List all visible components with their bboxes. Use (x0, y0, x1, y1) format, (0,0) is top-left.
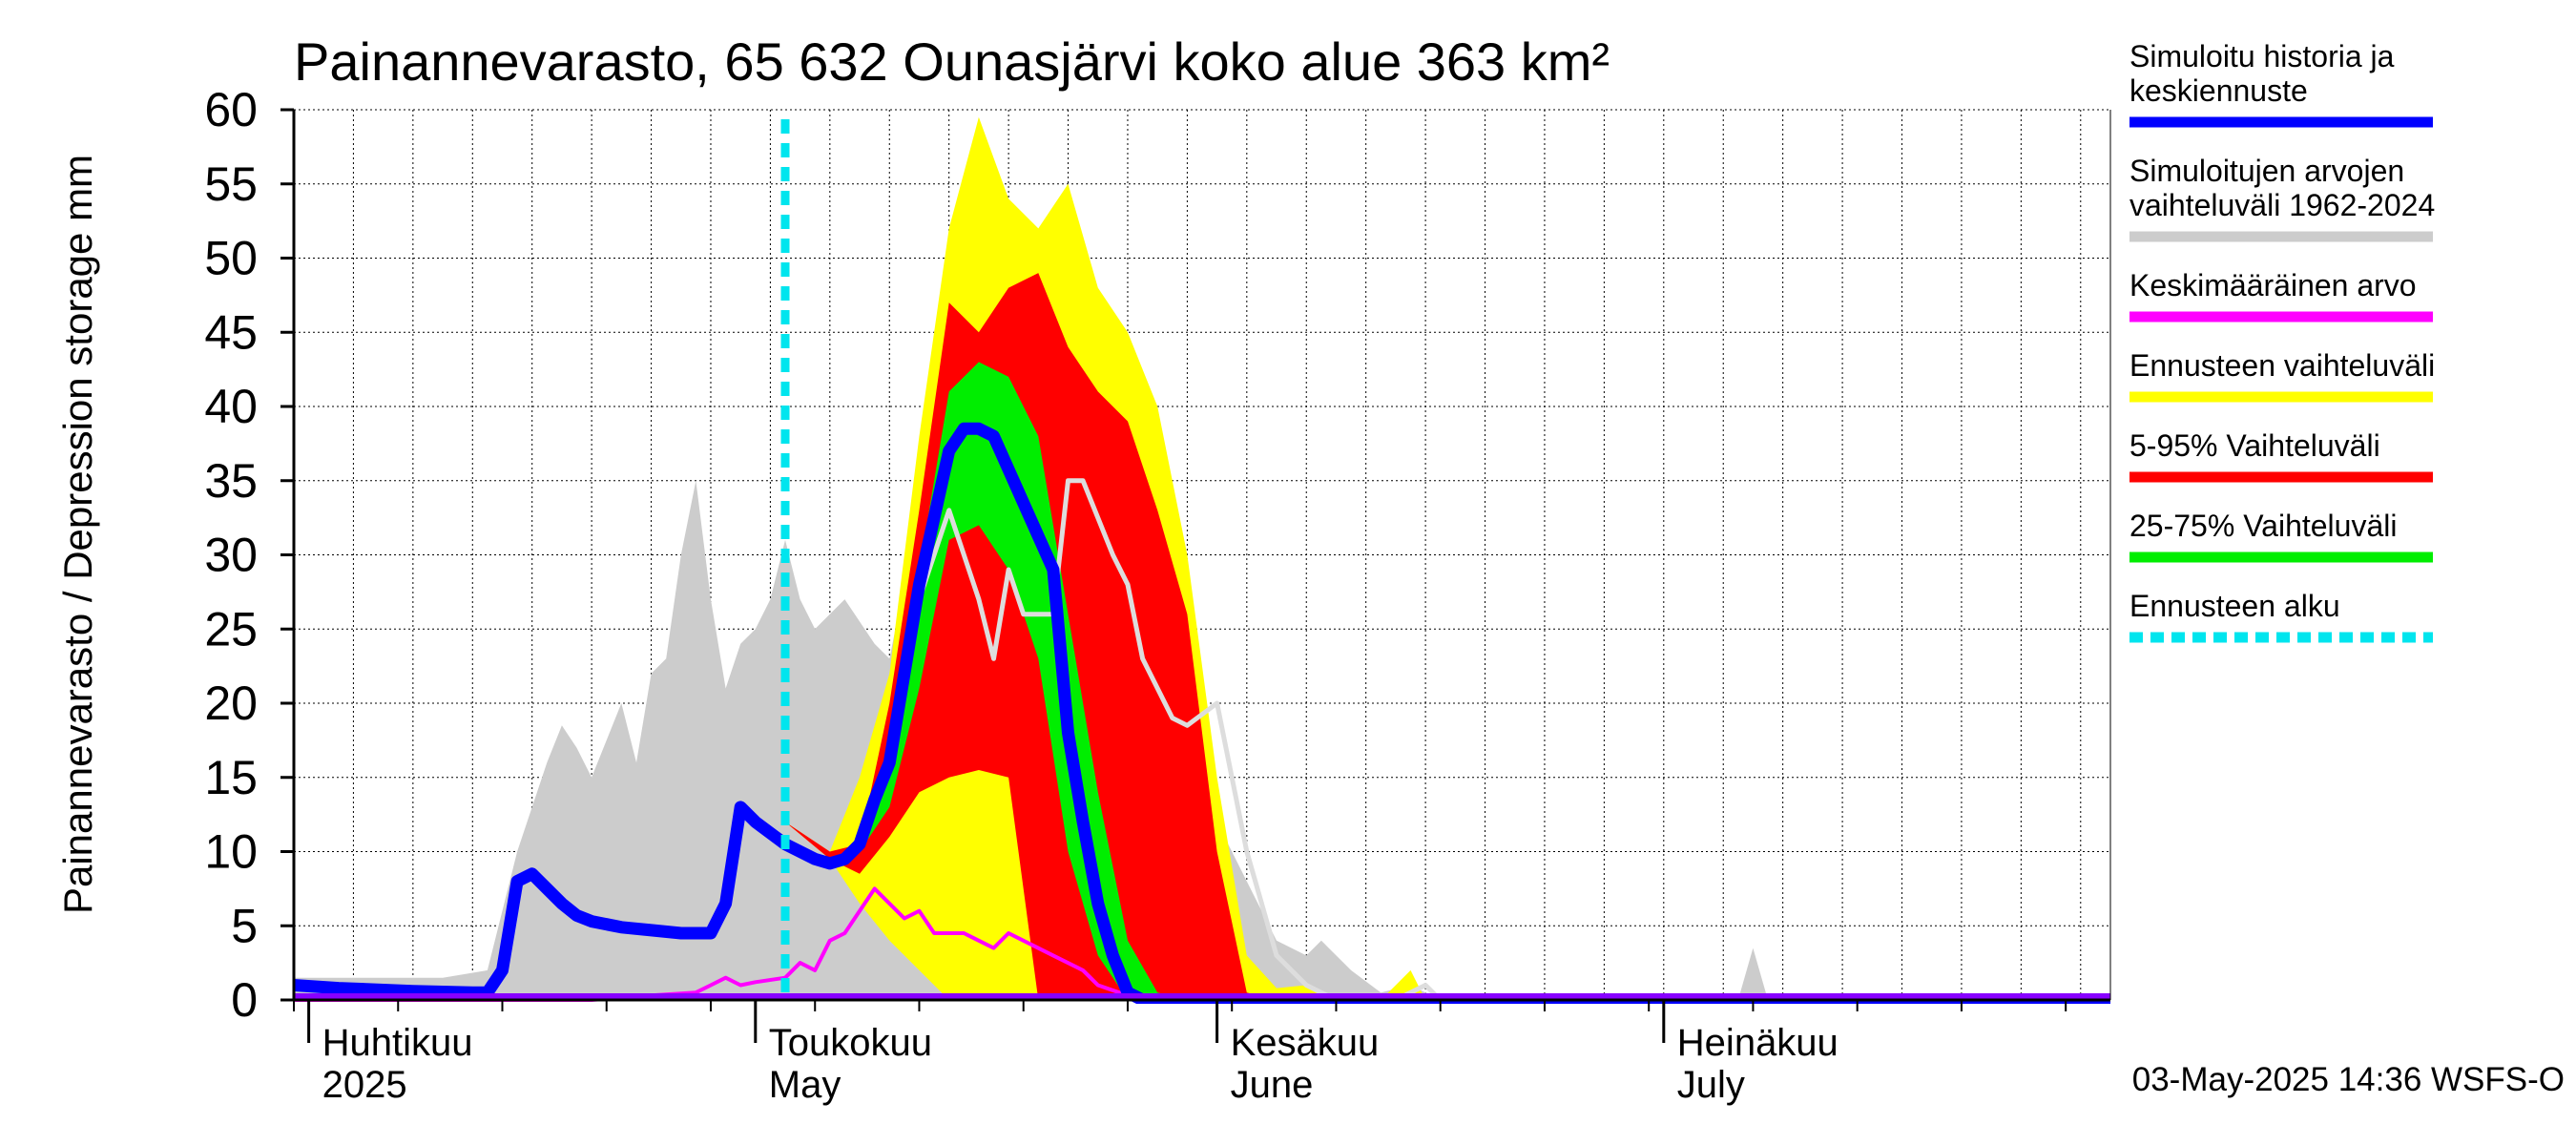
y-axis-label: Painannevarasto / Depression storage mm (55, 155, 100, 914)
y-tick-label: 35 (204, 454, 258, 508)
x-month-sublabel: 2025 (322, 1064, 407, 1106)
legend-label: Ennusteen vaihteluväli (2129, 348, 2435, 383)
x-month-sublabel: May (769, 1064, 841, 1106)
legend-label: vaihteluväli 1962-2024 (2129, 188, 2435, 222)
y-tick-label: 60 (204, 83, 258, 136)
line-simuloitu-historia-ja-keskiennuste (294, 422, 2110, 1004)
series-layer (294, 116, 2110, 1004)
y-tick-label: 0 (231, 973, 258, 1027)
legend: Simuloitu historia jakeskiennusteSimuloi… (2129, 39, 2435, 643)
x-month-label: Kesäkuu (1231, 1022, 1380, 1064)
chart-title: Painannevarasto, 65 632 Ounasjärvi koko … (294, 31, 1610, 92)
line-keskim-r-inen-arvo (294, 886, 2110, 1002)
y-tick-label: 20 (204, 677, 258, 730)
x-month-label: Huhtikuu (322, 1022, 473, 1064)
x-month-label: Toukokuu (769, 1022, 932, 1064)
x-month-label: Heinäkuu (1677, 1022, 1839, 1064)
legend-label: Simuloitu historia ja (2129, 39, 2395, 73)
legend-label: 25-75% Vaihteluväli (2129, 509, 2397, 543)
legend-item-keskim-r-inen-arvo: Keskimääräinen arvo (2129, 268, 2433, 323)
legend-label: 5-95% Vaihteluväli (2129, 428, 2380, 463)
plot-area (293, 109, 2110, 1004)
legend-label: keskiennuste (2129, 73, 2308, 108)
y-tick-label: 5 (231, 899, 258, 952)
x-month-sublabel: July (1677, 1064, 1745, 1106)
y-tick-label: 45 (204, 305, 258, 359)
legend-item-5-95-vaihteluv-li: 5-95% Vaihteluväli (2129, 428, 2433, 483)
band-5-95-vaihteluv-li (785, 273, 2110, 1001)
y-tick-label: 10 (204, 825, 258, 879)
y-tick-label: 40 (204, 380, 258, 433)
axes: 051015202530354045505560Huhtikuu2025Touk… (204, 83, 2111, 1106)
line-simulated-history-and-mean-forecast-2 (917, 478, 1444, 1003)
legend-label: Ennusteen alku (2129, 589, 2340, 623)
y-tick-label: 25 (204, 602, 258, 656)
x-month-sublabel: June (1231, 1064, 1314, 1106)
legend-item-ennusteen-vaihteluv-li: Ennusteen vaihteluväli (2129, 348, 2435, 403)
y-tick-label: 15 (204, 751, 258, 804)
y-tick-label: 55 (204, 157, 258, 211)
legend-label: Keskimääräinen arvo (2129, 268, 2417, 302)
timestamp-footer: 03-May-2025 14:36 WSFS-O (2132, 1061, 2565, 1098)
y-tick-label: 50 (204, 232, 258, 285)
y-tick-label: 30 (204, 529, 258, 582)
legend-item-25-75-vaihteluv-li: 25-75% Vaihteluväli (2129, 509, 2433, 563)
legend-item-ennusteen-alku: Ennusteen alku (2129, 589, 2433, 643)
legend-label: Simuloitujen arvojen (2129, 154, 2404, 188)
